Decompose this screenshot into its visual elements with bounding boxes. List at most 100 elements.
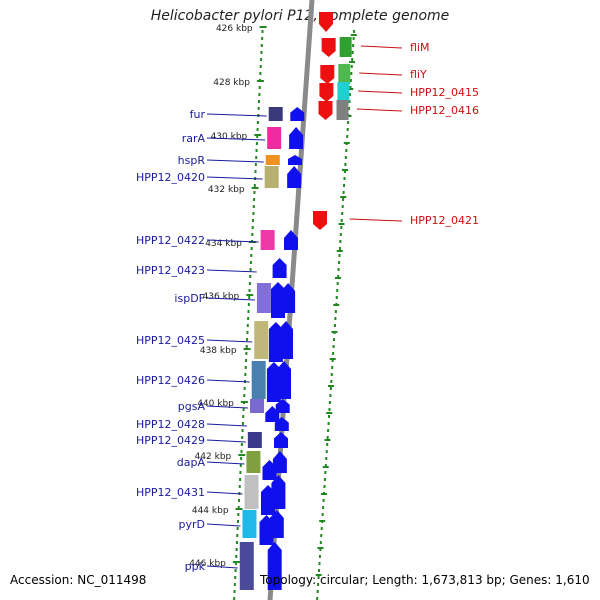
ruler-dot [340, 219, 343, 222]
ruler-tick [336, 250, 343, 252]
ruler-dot [235, 555, 238, 558]
ruler-tick [320, 493, 327, 495]
left-gene-label: HPP12_0431 [136, 486, 205, 499]
kbp-tick [232, 561, 240, 563]
ruler-dot [318, 555, 321, 558]
ruler-dot [238, 499, 241, 502]
ruler-dot [246, 338, 249, 341]
left-gene-label: pyrD [179, 518, 206, 531]
ruler-dot [254, 170, 257, 173]
left-gene-leader [206, 113, 267, 117]
ruler-dot [337, 268, 340, 271]
reverse-gene-arrow [319, 83, 334, 102]
left-gene-block [246, 451, 261, 473]
ruler-dot [259, 72, 262, 75]
forward-gene-arrow [266, 362, 281, 402]
ruler-dot [237, 520, 239, 523]
kbp-tick [240, 401, 248, 403]
left-gene-leader [206, 523, 241, 527]
ruler-dot [234, 569, 237, 572]
kbp-tick [256, 80, 264, 82]
ruler-dot [241, 422, 244, 425]
ruler-dot [320, 527, 323, 530]
ruler-dot [349, 79, 352, 82]
forward-gene-arrow [271, 282, 285, 318]
ruler-dot [322, 499, 325, 502]
genome-summary-text: Topology: circular; Length: 1,673,813 bp… [260, 573, 590, 587]
ruler-dot [249, 268, 252, 271]
left-gene-label: HPP12_0423 [136, 264, 205, 277]
right-gene-block [338, 64, 351, 84]
ruler-dot [319, 548, 322, 551]
ruler-dot [247, 310, 250, 313]
ruler-dot [248, 296, 251, 299]
ruler-dot [342, 191, 345, 194]
ruler-dot [253, 184, 256, 187]
ruler-dot [238, 485, 241, 488]
ruler-dot [345, 149, 348, 152]
ruler-dot [323, 478, 326, 481]
ruler-dot [351, 58, 354, 61]
ruler-dot [246, 324, 249, 327]
left-gene-leader [206, 269, 257, 273]
ruler-dot [254, 163, 257, 166]
ruler-dot [327, 422, 330, 425]
left-gene-block [264, 166, 279, 188]
ruler-dot [239, 478, 242, 481]
ruler-dot [318, 562, 321, 565]
ruler-dot [245, 352, 248, 355]
ruler-dot [242, 415, 245, 418]
ruler-dot [257, 107, 260, 110]
ruler-dot [237, 506, 240, 509]
ruler-tick [349, 61, 356, 63]
ruler-dot [343, 170, 346, 173]
kbp-tick-label: 426 kbp [216, 24, 253, 34]
ruler-dot [261, 37, 264, 40]
ruler-dot [241, 436, 244, 439]
reverse-gene-arrow [320, 65, 335, 84]
ruler-dot [348, 93, 351, 96]
ruler-dot [336, 282, 339, 285]
left-gene-label: HPP12_0426 [136, 374, 205, 387]
ruler-dot [352, 44, 355, 47]
ruler-dot [258, 100, 260, 103]
ruler-dot [260, 51, 263, 54]
ruler-tick [322, 466, 329, 468]
left-gene-label: ispDF [174, 292, 205, 305]
ruler-dot [331, 359, 334, 362]
left-gene-leader [206, 491, 243, 495]
ruler-dot [255, 156, 258, 159]
kbp-tick-label: 444 kbp [192, 506, 229, 516]
ruler-tick [340, 196, 347, 198]
ruler-tick [342, 169, 349, 171]
ruler-dot [244, 366, 247, 369]
left-gene-label: pgsA [178, 400, 206, 413]
ruler-dot [252, 212, 255, 215]
ruler-dot [242, 408, 245, 411]
left-gene-leader [206, 461, 245, 465]
ruler-dot [335, 296, 338, 299]
ruler-dot [244, 373, 247, 376]
ruler-dot [344, 163, 347, 166]
left-gene-leader [206, 565, 238, 569]
ruler-dot [326, 436, 329, 439]
kbp-tick [254, 134, 262, 136]
ruler-dot [316, 590, 319, 593]
ruler-dot [234, 562, 237, 565]
left-gene-leader [206, 423, 247, 427]
ruler-dot [341, 212, 344, 215]
ruler-dot [261, 30, 264, 33]
kbp-tick [238, 454, 246, 456]
ruler-dot [338, 247, 341, 250]
ruler-dot [260, 58, 263, 61]
right-gene-leader [357, 90, 403, 94]
accession-text: Accession: NC_011498 [10, 573, 147, 587]
ruler-tick [334, 277, 341, 279]
ruler-dot [349, 86, 352, 89]
left-gene-block [267, 127, 282, 149]
ruler-tick [329, 358, 336, 360]
ruler-dot [255, 142, 258, 145]
left-gene-block [239, 542, 254, 590]
left-gene-label: dapA [177, 456, 206, 469]
